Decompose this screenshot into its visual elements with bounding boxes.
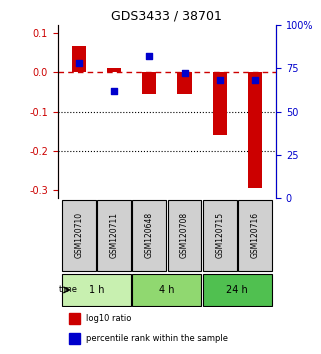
Text: GSM120708: GSM120708 — [180, 212, 189, 258]
Text: 1 h: 1 h — [89, 285, 104, 295]
Bar — [72, 46, 86, 72]
FancyBboxPatch shape — [168, 200, 201, 271]
Text: log10 ratio: log10 ratio — [86, 314, 132, 323]
FancyBboxPatch shape — [97, 200, 131, 271]
FancyBboxPatch shape — [203, 274, 272, 306]
Point — [252, 78, 257, 83]
FancyBboxPatch shape — [62, 200, 96, 271]
Bar — [107, 68, 121, 72]
Text: GSM120648: GSM120648 — [145, 212, 154, 258]
FancyBboxPatch shape — [238, 200, 272, 271]
Bar — [213, 72, 227, 135]
Bar — [69, 313, 80, 324]
FancyBboxPatch shape — [203, 200, 237, 271]
Point — [182, 70, 187, 76]
Text: time: time — [58, 285, 77, 295]
FancyBboxPatch shape — [133, 200, 166, 271]
Title: GDS3433 / 38701: GDS3433 / 38701 — [111, 9, 222, 22]
Point — [217, 78, 222, 83]
Bar — [69, 333, 80, 344]
Text: 4 h: 4 h — [159, 285, 175, 295]
Bar — [248, 72, 262, 188]
Text: GSM120711: GSM120711 — [109, 212, 119, 258]
Point — [76, 60, 82, 66]
Point — [111, 88, 117, 93]
Text: GSM120715: GSM120715 — [215, 212, 224, 258]
Text: 24 h: 24 h — [226, 285, 248, 295]
FancyBboxPatch shape — [62, 274, 131, 306]
Text: GSM120710: GSM120710 — [74, 212, 83, 258]
Text: percentile rank within the sample: percentile rank within the sample — [86, 334, 228, 343]
Bar — [142, 72, 156, 94]
Text: GSM120716: GSM120716 — [250, 212, 259, 258]
Bar — [178, 72, 192, 94]
FancyBboxPatch shape — [133, 274, 201, 306]
Point — [147, 53, 152, 59]
